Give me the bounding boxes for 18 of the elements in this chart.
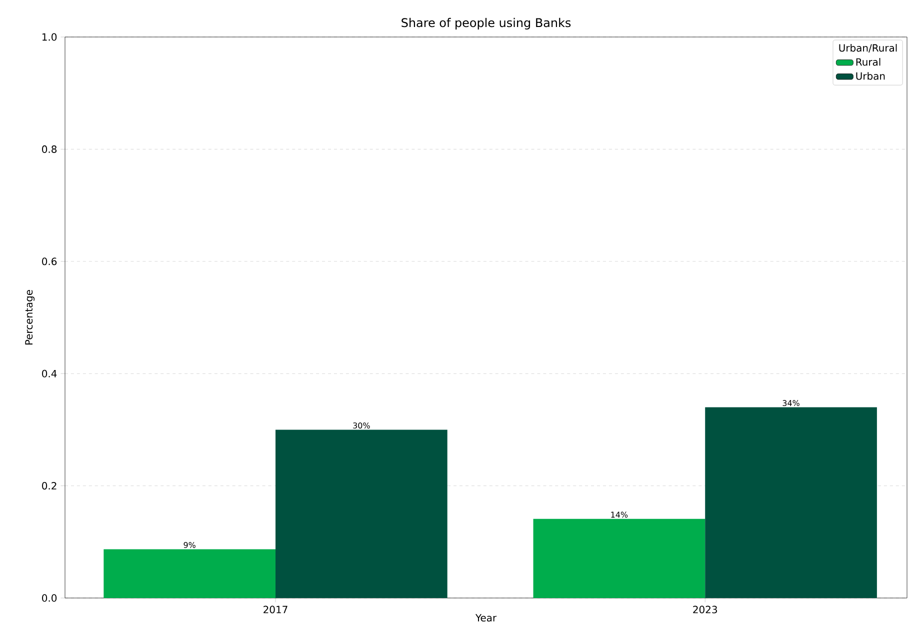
y-tick-label: 0.0 xyxy=(42,594,57,602)
bar xyxy=(533,518,706,598)
y-axis-title: Percentage xyxy=(25,290,35,345)
legend-label: Rural xyxy=(856,58,880,66)
x-axis-title: Year xyxy=(475,614,497,622)
bar xyxy=(276,430,448,598)
legend-title: Urban/Rural xyxy=(839,44,897,52)
y-tick-label: 0.8 xyxy=(42,145,57,153)
y-tick-label: 1.0 xyxy=(42,33,57,41)
y-tick-label: 0.6 xyxy=(42,258,57,266)
chart-title: Share of people using Banks xyxy=(402,18,571,30)
legend-label: Urban xyxy=(856,72,885,80)
bar xyxy=(705,407,877,598)
bar xyxy=(104,549,276,598)
x-tick-label: 2023 xyxy=(693,606,717,614)
y-tick-label: 0.2 xyxy=(42,482,56,490)
x-tick-label: 2017 xyxy=(264,606,288,614)
y-tick-label: 0.4 xyxy=(42,370,57,378)
